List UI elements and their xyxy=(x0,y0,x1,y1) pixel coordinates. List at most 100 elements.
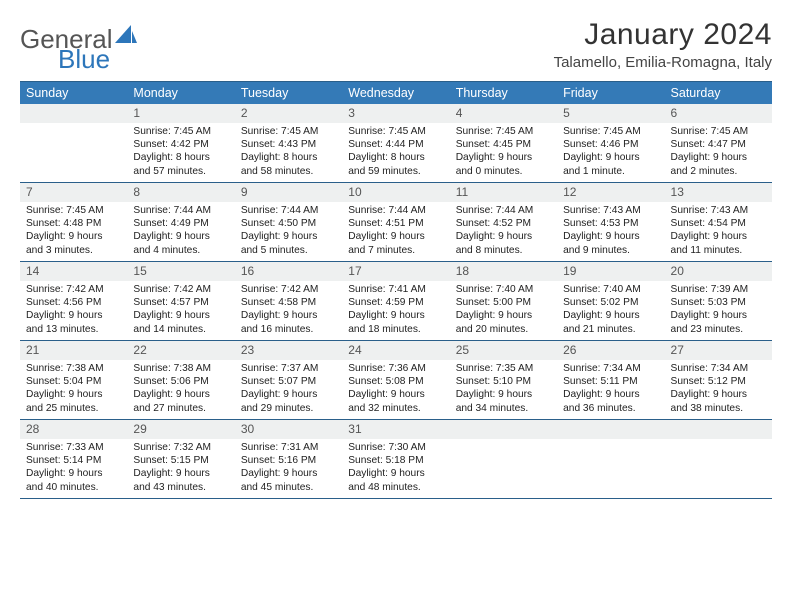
day-daylight1: Daylight: 9 hours xyxy=(348,309,443,322)
day-cell: 12Sunrise: 7:43 AMSunset: 4:53 PMDayligh… xyxy=(557,183,664,261)
day-number: 28 xyxy=(20,420,127,439)
day-sunset: Sunset: 4:48 PM xyxy=(26,217,121,230)
day-sunset: Sunset: 5:12 PM xyxy=(671,375,766,388)
day-cell xyxy=(450,420,557,498)
day-sunrise: Sunrise: 7:31 AM xyxy=(241,441,336,454)
day-daylight1: Daylight: 9 hours xyxy=(348,467,443,480)
day-daylight2: and 14 minutes. xyxy=(133,323,228,336)
logo: General Blue xyxy=(20,18,137,55)
day-daylight2: and 36 minutes. xyxy=(563,402,658,415)
title-block: January 2024 Talamello, Emilia-Romagna, … xyxy=(554,18,772,71)
day-sunset: Sunset: 5:14 PM xyxy=(26,454,121,467)
day-number: 4 xyxy=(450,104,557,123)
day-daylight1: Daylight: 9 hours xyxy=(563,309,658,322)
day-sunrise: Sunrise: 7:45 AM xyxy=(671,125,766,138)
day-daylight1: Daylight: 9 hours xyxy=(456,388,551,401)
day-number: 14 xyxy=(20,262,127,281)
day-sunrise: Sunrise: 7:32 AM xyxy=(133,441,228,454)
day-sunset: Sunset: 4:58 PM xyxy=(241,296,336,309)
day-sunrise: Sunrise: 7:44 AM xyxy=(133,204,228,217)
week-row: 1Sunrise: 7:45 AMSunset: 4:42 PMDaylight… xyxy=(20,104,772,183)
day-number: 17 xyxy=(342,262,449,281)
day-cell: 11Sunrise: 7:44 AMSunset: 4:52 PMDayligh… xyxy=(450,183,557,261)
day-daylight1: Daylight: 9 hours xyxy=(26,388,121,401)
day-sunrise: Sunrise: 7:45 AM xyxy=(133,125,228,138)
day-number: 29 xyxy=(127,420,234,439)
day-daylight2: and 13 minutes. xyxy=(26,323,121,336)
day-cell: 31Sunrise: 7:30 AMSunset: 5:18 PMDayligh… xyxy=(342,420,449,498)
day-daylight1: Daylight: 9 hours xyxy=(456,151,551,164)
calendar-page: General Blue January 2024 Talamello, Emi… xyxy=(0,0,792,612)
day-body: Sunrise: 7:44 AMSunset: 4:50 PMDaylight:… xyxy=(235,202,342,260)
day-body: Sunrise: 7:34 AMSunset: 5:12 PMDaylight:… xyxy=(665,360,772,418)
day-daylight2: and 43 minutes. xyxy=(133,481,228,494)
day-body: Sunrise: 7:35 AMSunset: 5:10 PMDaylight:… xyxy=(450,360,557,418)
day-cell: 14Sunrise: 7:42 AMSunset: 4:56 PMDayligh… xyxy=(20,262,127,340)
weeks-container: 1Sunrise: 7:45 AMSunset: 4:42 PMDaylight… xyxy=(20,104,772,499)
day-sunset: Sunset: 4:44 PM xyxy=(348,138,443,151)
day-daylight1: Daylight: 9 hours xyxy=(133,309,228,322)
day-number xyxy=(557,420,664,439)
day-body: Sunrise: 7:43 AMSunset: 4:53 PMDaylight:… xyxy=(557,202,664,260)
day-body: Sunrise: 7:45 AMSunset: 4:43 PMDaylight:… xyxy=(235,123,342,181)
day-sunset: Sunset: 4:49 PM xyxy=(133,217,228,230)
day-daylight1: Daylight: 9 hours xyxy=(671,309,766,322)
day-sunrise: Sunrise: 7:44 AM xyxy=(348,204,443,217)
day-cell: 27Sunrise: 7:34 AMSunset: 5:12 PMDayligh… xyxy=(665,341,772,419)
day-cell: 22Sunrise: 7:38 AMSunset: 5:06 PMDayligh… xyxy=(127,341,234,419)
day-number xyxy=(450,420,557,439)
day-body: Sunrise: 7:39 AMSunset: 5:03 PMDaylight:… xyxy=(665,281,772,339)
day-daylight1: Daylight: 9 hours xyxy=(671,151,766,164)
day-daylight1: Daylight: 9 hours xyxy=(241,309,336,322)
day-number: 26 xyxy=(557,341,664,360)
calendar-grid: Sunday Monday Tuesday Wednesday Thursday… xyxy=(20,81,772,499)
day-number: 31 xyxy=(342,420,449,439)
day-sunset: Sunset: 4:46 PM xyxy=(563,138,658,151)
day-cell: 19Sunrise: 7:40 AMSunset: 5:02 PMDayligh… xyxy=(557,262,664,340)
day-cell: 23Sunrise: 7:37 AMSunset: 5:07 PMDayligh… xyxy=(235,341,342,419)
day-cell: 20Sunrise: 7:39 AMSunset: 5:03 PMDayligh… xyxy=(665,262,772,340)
day-cell: 7Sunrise: 7:45 AMSunset: 4:48 PMDaylight… xyxy=(20,183,127,261)
day-number: 18 xyxy=(450,262,557,281)
day-number: 13 xyxy=(665,183,772,202)
day-number: 30 xyxy=(235,420,342,439)
day-sunset: Sunset: 4:59 PM xyxy=(348,296,443,309)
day-daylight2: and 9 minutes. xyxy=(563,244,658,257)
day-daylight2: and 16 minutes. xyxy=(241,323,336,336)
day-daylight1: Daylight: 9 hours xyxy=(456,230,551,243)
day-sunset: Sunset: 4:51 PM xyxy=(348,217,443,230)
day-sunrise: Sunrise: 7:40 AM xyxy=(456,283,551,296)
day-body: Sunrise: 7:34 AMSunset: 5:11 PMDaylight:… xyxy=(557,360,664,418)
day-body: Sunrise: 7:36 AMSunset: 5:08 PMDaylight:… xyxy=(342,360,449,418)
day-cell: 10Sunrise: 7:44 AMSunset: 4:51 PMDayligh… xyxy=(342,183,449,261)
day-daylight2: and 25 minutes. xyxy=(26,402,121,415)
day-daylight2: and 40 minutes. xyxy=(26,481,121,494)
day-daylight2: and 1 minute. xyxy=(563,165,658,178)
day-body: Sunrise: 7:41 AMSunset: 4:59 PMDaylight:… xyxy=(342,281,449,339)
day-sunset: Sunset: 5:16 PM xyxy=(241,454,336,467)
day-daylight1: Daylight: 9 hours xyxy=(133,467,228,480)
dow-wed: Wednesday xyxy=(342,82,449,104)
day-number: 15 xyxy=(127,262,234,281)
day-cell: 2Sunrise: 7:45 AMSunset: 4:43 PMDaylight… xyxy=(235,104,342,182)
day-number: 6 xyxy=(665,104,772,123)
day-sunset: Sunset: 5:03 PM xyxy=(671,296,766,309)
day-sunset: Sunset: 4:47 PM xyxy=(671,138,766,151)
day-daylight2: and 0 minutes. xyxy=(456,165,551,178)
day-cell: 18Sunrise: 7:40 AMSunset: 5:00 PMDayligh… xyxy=(450,262,557,340)
day-cell: 15Sunrise: 7:42 AMSunset: 4:57 PMDayligh… xyxy=(127,262,234,340)
day-sunrise: Sunrise: 7:44 AM xyxy=(241,204,336,217)
day-cell: 24Sunrise: 7:36 AMSunset: 5:08 PMDayligh… xyxy=(342,341,449,419)
day-sunrise: Sunrise: 7:36 AM xyxy=(348,362,443,375)
day-number: 5 xyxy=(557,104,664,123)
day-body: Sunrise: 7:45 AMSunset: 4:47 PMDaylight:… xyxy=(665,123,772,181)
day-body: Sunrise: 7:43 AMSunset: 4:54 PMDaylight:… xyxy=(665,202,772,260)
day-cell: 4Sunrise: 7:45 AMSunset: 4:45 PMDaylight… xyxy=(450,104,557,182)
day-sunrise: Sunrise: 7:40 AM xyxy=(563,283,658,296)
day-daylight2: and 21 minutes. xyxy=(563,323,658,336)
day-sunset: Sunset: 4:45 PM xyxy=(456,138,551,151)
day-body: Sunrise: 7:38 AMSunset: 5:04 PMDaylight:… xyxy=(20,360,127,418)
day-daylight1: Daylight: 9 hours xyxy=(241,230,336,243)
day-sunset: Sunset: 5:06 PM xyxy=(133,375,228,388)
day-daylight2: and 45 minutes. xyxy=(241,481,336,494)
